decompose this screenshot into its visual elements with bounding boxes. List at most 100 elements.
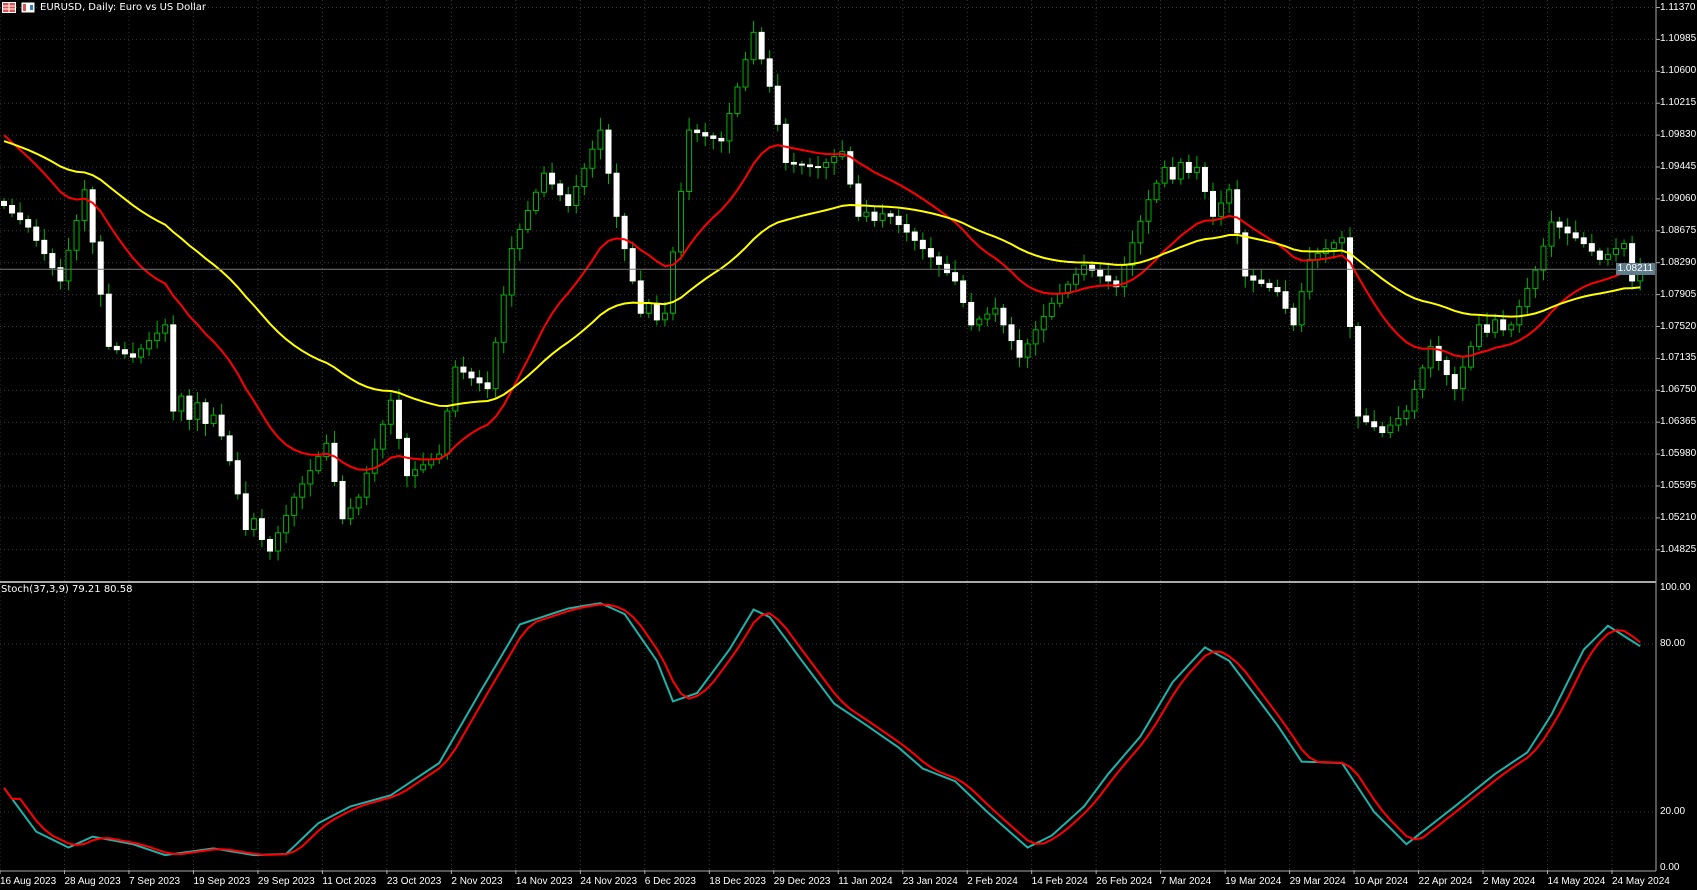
bull-candle (315, 456, 322, 472)
bear-candle (774, 85, 781, 125)
bear-candle (935, 256, 942, 265)
bear-candle (1113, 280, 1120, 288)
bear-candle (1572, 232, 1579, 239)
bull-candle (1604, 253, 1611, 260)
bull-candle (146, 340, 153, 350)
bull-candle (347, 507, 354, 520)
bull-candle (1048, 302, 1055, 318)
bull-candle (823, 161, 830, 168)
time-axis-label: 22 Apr 2024 (1418, 876, 1473, 887)
bear-candle (549, 172, 556, 185)
bull-candle (1306, 258, 1313, 293)
bull-candle (412, 469, 419, 477)
bear-candle (1097, 269, 1104, 277)
time-axis-label: 6 Dec 2023 (644, 876, 696, 887)
bear-candle (1274, 287, 1281, 293)
chart-type-icon[interactable] (21, 2, 35, 13)
bear-candle (476, 377, 483, 384)
bear-candle (1250, 275, 1257, 281)
bear-candle (815, 166, 822, 169)
bull-candle (1492, 319, 1499, 333)
price-tick-label: 1.10215 (1660, 97, 1697, 109)
stoch-tick-label: 80.00 (1660, 638, 1686, 649)
bear-candle (1210, 190, 1216, 217)
moving-average-slow (3, 140, 1641, 408)
bear-candle (468, 371, 475, 379)
bear-candle (113, 345, 120, 351)
bull-candle (1613, 248, 1619, 255)
bear-candle (242, 493, 249, 530)
time-axis-label: 14 Nov 2023 (515, 876, 573, 887)
bear-candle (613, 172, 620, 217)
bear-candle (121, 349, 128, 355)
bear-candle (895, 215, 902, 226)
time-axis-label: 2 May 2024 (1483, 876, 1536, 887)
bull-candle (976, 318, 983, 326)
time-axis-label: 19 Mar 2024 (1225, 876, 1282, 887)
bull-candle (81, 189, 88, 221)
bear-candle (887, 213, 894, 217)
bear-candle (1266, 282, 1273, 289)
grid-menu-icon[interactable] (2, 2, 16, 13)
bull-candle (1177, 161, 1184, 180)
time-axis-label: 18 Dec 2023 (709, 876, 766, 887)
bull-candle (1218, 202, 1225, 217)
bull-candle (734, 86, 741, 115)
bear-candle (927, 248, 934, 258)
bull-candle (1524, 287, 1531, 308)
bear-candle (1185, 161, 1192, 173)
price-tick-label: 1.06365 (1660, 416, 1697, 428)
bull-candle (726, 113, 733, 142)
bull-candle (1153, 182, 1160, 201)
bull-candle (1387, 424, 1394, 434)
bull-candle (452, 366, 459, 412)
bull-candle (508, 248, 515, 296)
bull-candle (73, 219, 80, 251)
stoch-signal-line (3, 603, 1641, 856)
bear-candle (557, 183, 564, 196)
bear-candle (1008, 324, 1015, 342)
bull-candle (1330, 242, 1337, 250)
bear-candle (1588, 243, 1595, 252)
bear-candle (170, 324, 177, 412)
bull-candle (371, 448, 378, 474)
bear-candle (871, 211, 878, 221)
bull-candle (1129, 242, 1136, 266)
price-tick-label: 1.07135 (1660, 352, 1697, 364)
bear-candle (1596, 250, 1603, 260)
bear-candle (17, 212, 24, 221)
bull-candle (275, 532, 282, 552)
bull-candle (516, 229, 523, 250)
price-tick-label: 1.10985 (1660, 33, 1697, 45)
bull-candle (291, 496, 298, 516)
bear-candle (1355, 326, 1362, 417)
bear-candle (57, 267, 64, 282)
price-tick-label: 1.09445 (1660, 161, 1697, 172)
bull-candle (645, 302, 652, 314)
bear-candle (1347, 237, 1354, 327)
bull-candle (1548, 221, 1555, 247)
bear-candle (1258, 279, 1265, 284)
bull-candle (1298, 291, 1305, 326)
bear-candle (637, 280, 644, 314)
bull-candle (661, 312, 668, 321)
bear-candle (33, 226, 40, 241)
bull-candle (1024, 343, 1031, 358)
bull-candle (444, 410, 451, 455)
time-axis-label: 7 Sep 2023 (128, 876, 181, 887)
bear-candle (629, 248, 636, 282)
time-axis-label: 10 Apr 2024 (1354, 876, 1409, 887)
bear-candle (718, 137, 725, 142)
time-axis-label: 23 Oct 2023 (386, 876, 442, 887)
bull-candle (250, 518, 257, 531)
bear-candle (97, 241, 104, 295)
bull-candle (379, 423, 386, 450)
bull-candle (1411, 388, 1418, 412)
bear-candle (1379, 426, 1386, 434)
bull-candle (524, 210, 531, 231)
stoch-tick-label: 20.00 (1660, 806, 1686, 817)
bear-candle (605, 129, 612, 174)
bull-candle (831, 156, 838, 163)
bear-candle (944, 263, 951, 274)
